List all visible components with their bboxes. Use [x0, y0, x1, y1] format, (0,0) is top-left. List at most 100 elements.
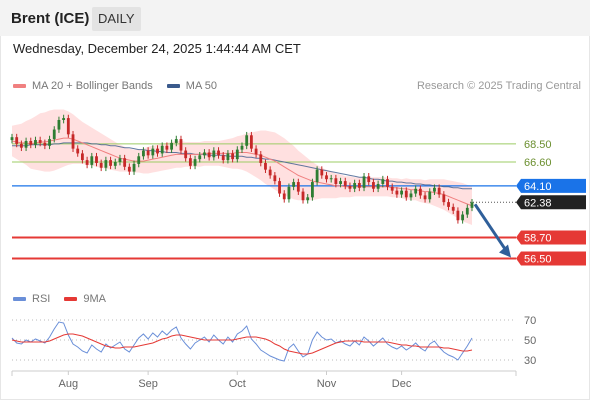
candle-body [118, 158, 122, 163]
candle-body [456, 210, 460, 221]
candle-body [437, 187, 441, 195]
candle-body [381, 179, 385, 184]
x-tick-label-aug: Aug [59, 378, 79, 390]
candle-body [231, 153, 235, 160]
candle-body [52, 129, 56, 140]
candle-body [367, 176, 371, 183]
candle-body [320, 169, 324, 176]
x-tick-label-dec: Dec [392, 378, 412, 390]
candle-body [62, 118, 66, 120]
candle-body [170, 142, 173, 150]
candle-body [249, 135, 253, 149]
candles [10, 114, 474, 224]
candle-body [137, 156, 141, 164]
candle-body [372, 182, 375, 189]
ma9-legend-label: 9MA [83, 293, 106, 305]
candle-body [357, 183, 361, 188]
candle-body [423, 195, 427, 200]
candle-body [90, 156, 94, 165]
candle-body [19, 143, 23, 148]
level-tag-bg [516, 251, 586, 266]
candle-body [71, 134, 75, 149]
candle-body [376, 183, 380, 189]
candle-body [165, 145, 169, 150]
candle-body [325, 175, 328, 180]
candle-body [465, 207, 469, 215]
candle-body [306, 197, 310, 201]
candle-body [127, 166, 131, 172]
candle-body [123, 158, 127, 167]
forecast-arrow-shaft [473, 203, 508, 252]
bollinger-band [12, 109, 472, 225]
ma50-line [12, 142, 472, 190]
candle-body [95, 156, 98, 163]
chart-header: Brent (ICE) DAILY [0, 0, 590, 36]
candle-body [287, 186, 291, 200]
candle-body [151, 148, 155, 156]
candle-body [390, 186, 394, 191]
candle-body [66, 118, 70, 135]
candle-body [353, 183, 357, 189]
level-tag-text: 64.10 [524, 181, 552, 193]
candle-body [254, 148, 258, 155]
candle-body [404, 190, 408, 198]
candle-body [184, 150, 188, 159]
forecast-arrow-head [499, 244, 511, 258]
level-tag-68.50: 68.50 [524, 139, 552, 151]
candle-body [395, 190, 399, 195]
candle-body [470, 202, 474, 208]
candle-body [329, 178, 333, 180]
symbol-title: Brent (ICE) [11, 10, 90, 27]
period-button[interactable]: DAILY [92, 7, 141, 31]
candle-body [156, 148, 159, 154]
ma50-swatch [166, 84, 180, 88]
candle-body [409, 193, 413, 198]
level-tag-text: 68.50 [524, 139, 552, 151]
candle-body [212, 150, 216, 158]
candle-body [268, 169, 272, 176]
candle-body [273, 175, 277, 182]
candle-body [38, 140, 42, 143]
candle-body [235, 149, 239, 160]
level-tag-bg [516, 178, 586, 193]
rsi-legend-label: RSI [32, 293, 51, 305]
level-tag-text: 62.38 [524, 197, 552, 209]
level-tag-64.10: 64.10 [516, 178, 586, 193]
candle-body [142, 150, 145, 157]
candle-body [132, 163, 136, 172]
level-tag-66.60: 66.60 [524, 157, 552, 169]
candle-body [418, 188, 422, 196]
level-tag-text: 66.60 [524, 157, 552, 169]
candle-body [264, 162, 267, 170]
candle-body [461, 214, 465, 221]
candle-body [311, 182, 314, 198]
candle-body [221, 155, 225, 161]
candle-body [24, 141, 28, 148]
candle-body [226, 153, 230, 161]
candle-body [442, 194, 446, 203]
x-tick-label-sep: Sep [138, 378, 158, 390]
candle-body [179, 139, 183, 151]
price-legend: MA 20 + Bollinger Bands MA 50 [13, 80, 217, 92]
candle-body [76, 148, 80, 154]
candle-body [34, 140, 37, 145]
candle-body [451, 206, 455, 211]
level-tag-62.38: 62.38 [516, 195, 586, 210]
level-tag-bg [516, 195, 586, 210]
rsi-tick-50: 50 [524, 335, 536, 347]
candle-body [292, 182, 296, 187]
candle-body [343, 181, 347, 186]
candle-body [203, 152, 206, 156]
candle-body [188, 158, 192, 166]
rsi-ma-line [11, 333, 473, 355]
candle-body [315, 169, 319, 183]
candle-body [217, 150, 220, 156]
candle-body [146, 150, 150, 156]
rsi-swatch [13, 297, 26, 301]
candle-body [10, 137, 14, 141]
level-tag-58.70: 58.70 [516, 230, 586, 245]
candle-body [109, 160, 112, 166]
candle-body [240, 145, 244, 150]
candle-body [301, 191, 305, 201]
